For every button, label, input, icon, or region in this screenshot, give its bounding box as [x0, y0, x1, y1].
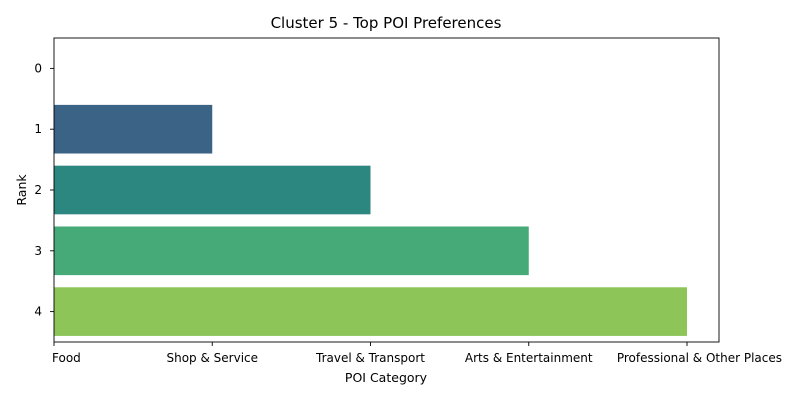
x-tick-label: Food [52, 351, 81, 365]
bars-group [54, 104, 687, 336]
x-tick-label: Shop & Service [166, 351, 258, 365]
y-tick-label: 3 [34, 244, 42, 258]
y-tick-label: 2 [34, 183, 42, 197]
x-tick-label: Professional & Other Places [617, 351, 782, 365]
x-axis-ticks: Food Shop & Service Travel & Transport Arts… [52, 342, 782, 365]
x-tick-label: Arts & Entertainment [465, 351, 593, 365]
bar-rank-2 [54, 165, 371, 215]
x-tick-label: Travel & Transport [315, 351, 425, 365]
y-tick-label: 1 [34, 122, 42, 136]
bar-rank-3 [54, 226, 529, 276]
bar-rank-1 [54, 104, 213, 154]
chart-title: Cluster 5 - Top POI Preferences [271, 14, 502, 32]
plot-frame [53, 37, 720, 343]
y-axis-ticks: 0 1 2 3 4 [34, 61, 54, 319]
y-tick-label: 4 [34, 305, 42, 319]
y-tick-label: 0 [34, 61, 42, 75]
x-axis-label: POI Category [345, 370, 428, 385]
y-axis-label: Rank [14, 174, 29, 206]
bar-rank-4 [54, 287, 687, 336]
